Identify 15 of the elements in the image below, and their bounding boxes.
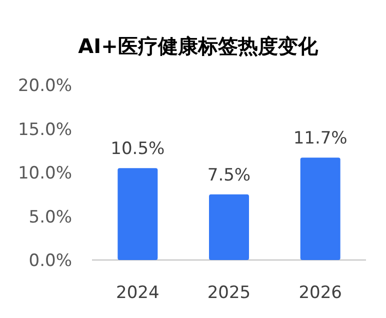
y-tick-label: 0.0% [28,251,72,271]
data-label: 7.5% [207,165,251,186]
bar [209,194,249,260]
y-tick-label: 5.0% [28,207,72,228]
bar [300,158,340,260]
bar [118,168,158,260]
x-tick-label: 2025 [207,283,251,303]
y-tick-label: 15.0% [18,120,72,140]
chart-title: AI+医疗健康标签热度变化 [78,34,319,58]
x-tick-label: 2024 [116,283,160,303]
x-tick-label: 2026 [298,283,342,303]
y-tick-label: 20.0% [18,76,72,96]
y-tick-label: 10.0% [18,164,72,184]
data-label: 10.5% [110,139,165,160]
data-label: 11.7% [293,128,348,149]
